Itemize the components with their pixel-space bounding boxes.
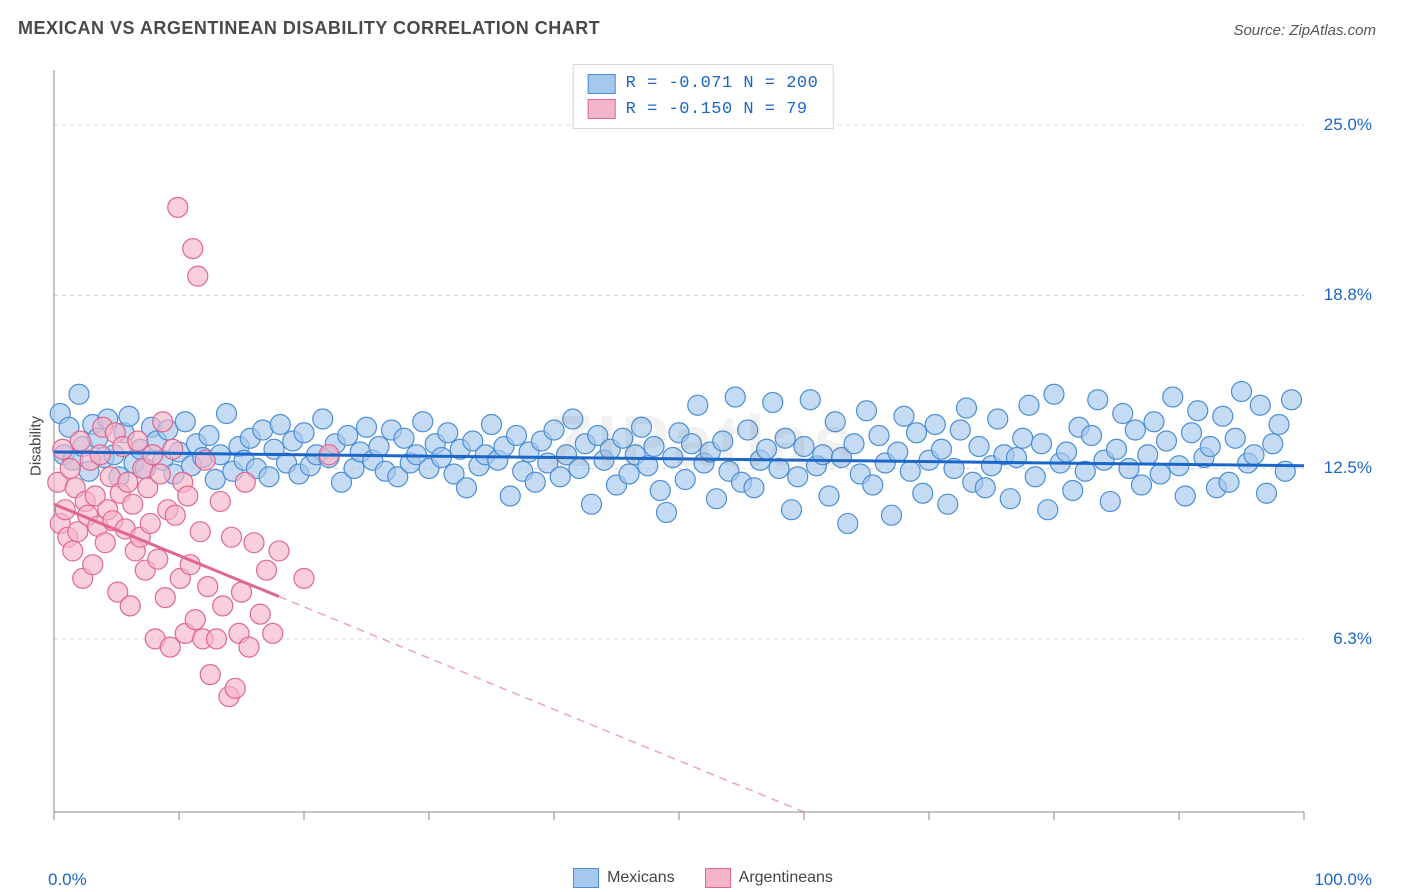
legend-swatch (588, 74, 616, 94)
chart-plot-area (46, 62, 1372, 832)
y-tick-label: 18.8% (1324, 285, 1372, 305)
legend-label: Argentineans (739, 869, 833, 887)
stats-row: R = -0.150 N = 79 (588, 97, 819, 123)
chart-title: MEXICAN VS ARGENTINEAN DISABILITY CORREL… (18, 18, 600, 39)
legend-swatch (705, 868, 731, 888)
legend-item: Argentineans (705, 868, 833, 888)
stats-text: R = -0.150 N = 79 (626, 97, 808, 123)
stats-text: R = -0.071 N = 200 (626, 71, 819, 97)
legend-swatch (573, 868, 599, 888)
y-tick-label: 25.0% (1324, 115, 1372, 135)
legend-swatch (588, 99, 616, 119)
source-label: Source: ZipAtlas.com (1233, 22, 1376, 39)
legend-label: Mexicans (607, 869, 675, 887)
x-axis-max-label: 100.0% (1314, 870, 1372, 890)
series-legend: Mexicans Argentineans (573, 868, 833, 888)
stats-row: R = -0.071 N = 200 (588, 71, 819, 97)
scatter-chart-svg (46, 62, 1372, 832)
stats-legend-box: R = -0.071 N = 200R = -0.150 N = 79 (573, 64, 834, 129)
y-tick-label: 12.5% (1324, 458, 1372, 478)
y-tick-label: 6.3% (1333, 629, 1372, 649)
legend-item: Mexicans (573, 868, 675, 888)
y-axis-label: Disability (28, 416, 45, 476)
x-axis-min-label: 0.0% (48, 870, 87, 890)
